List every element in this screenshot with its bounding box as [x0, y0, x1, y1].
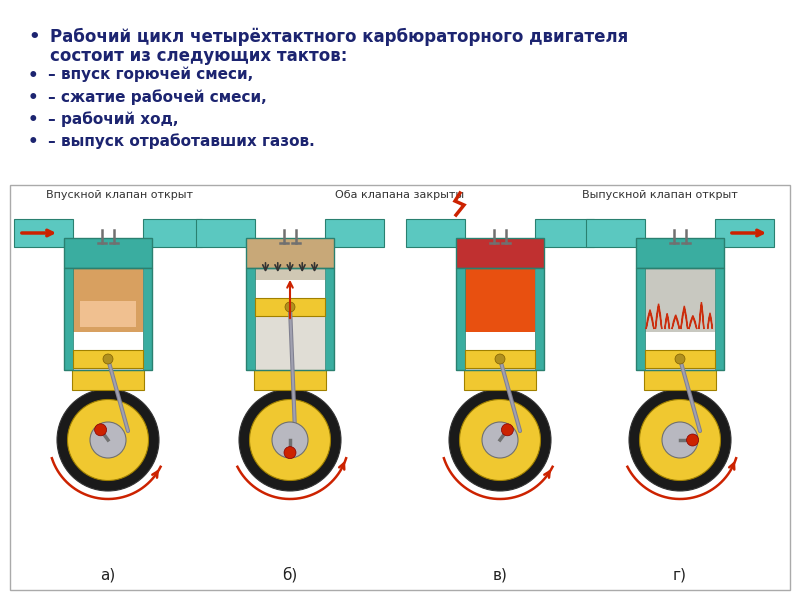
FancyBboxPatch shape	[196, 219, 255, 247]
FancyBboxPatch shape	[456, 268, 465, 370]
Circle shape	[662, 422, 698, 458]
Circle shape	[502, 424, 514, 436]
Circle shape	[250, 400, 330, 481]
Text: Впускной клапан открыт: Впускной клапан открыт	[46, 190, 194, 200]
Text: •: •	[28, 67, 38, 85]
Text: – выпуск отработавших газов.: – выпуск отработавших газов.	[48, 133, 314, 149]
FancyBboxPatch shape	[73, 350, 143, 368]
Circle shape	[94, 424, 106, 436]
Text: – сжатие рабочей смеси,: – сжатие рабочей смеси,	[48, 89, 266, 105]
Text: Рабочий цикл четырёхтактного карбюраторного двигателя: Рабочий цикл четырёхтактного карбюраторн…	[50, 28, 628, 46]
Circle shape	[686, 434, 698, 446]
Text: •: •	[28, 28, 40, 46]
FancyBboxPatch shape	[246, 238, 334, 268]
Text: – впуск горючей смеси,: – впуск горючей смеси,	[48, 67, 254, 82]
FancyBboxPatch shape	[644, 370, 716, 390]
FancyBboxPatch shape	[80, 301, 136, 327]
Circle shape	[482, 422, 518, 458]
FancyBboxPatch shape	[143, 268, 152, 370]
FancyBboxPatch shape	[64, 238, 152, 268]
FancyBboxPatch shape	[73, 350, 143, 370]
FancyBboxPatch shape	[64, 268, 73, 370]
Text: •: •	[28, 89, 38, 107]
FancyBboxPatch shape	[645, 350, 715, 370]
Circle shape	[449, 389, 551, 491]
Bar	[10, 185, 790, 590]
FancyBboxPatch shape	[456, 238, 544, 268]
FancyBboxPatch shape	[325, 268, 334, 370]
Circle shape	[57, 389, 159, 491]
FancyBboxPatch shape	[254, 370, 326, 390]
FancyBboxPatch shape	[73, 268, 143, 332]
FancyBboxPatch shape	[72, 370, 144, 390]
FancyBboxPatch shape	[143, 219, 202, 247]
Polygon shape	[681, 306, 688, 329]
Circle shape	[459, 400, 541, 481]
Polygon shape	[708, 313, 712, 329]
FancyBboxPatch shape	[645, 268, 715, 332]
FancyBboxPatch shape	[465, 350, 535, 370]
Polygon shape	[699, 302, 704, 329]
Text: состоит из следующих тактов:: состоит из следующих тактов:	[50, 47, 347, 65]
Circle shape	[675, 354, 685, 364]
Text: Оба клапана закрыты: Оба клапана закрыты	[335, 190, 465, 200]
Text: Выпускной клапан открыт: Выпускной клапан открыт	[582, 190, 738, 200]
Text: •: •	[28, 111, 38, 129]
FancyBboxPatch shape	[246, 268, 255, 370]
Text: б): б)	[282, 566, 298, 582]
FancyBboxPatch shape	[465, 350, 535, 368]
Polygon shape	[665, 313, 670, 329]
Circle shape	[495, 354, 505, 364]
Circle shape	[284, 446, 296, 458]
FancyBboxPatch shape	[586, 219, 645, 247]
Polygon shape	[655, 304, 662, 329]
FancyBboxPatch shape	[715, 219, 774, 247]
Text: – рабочий ход,: – рабочий ход,	[48, 111, 178, 127]
Polygon shape	[672, 315, 679, 329]
FancyBboxPatch shape	[715, 268, 724, 370]
FancyBboxPatch shape	[465, 268, 535, 332]
Text: •: •	[28, 133, 38, 151]
Circle shape	[285, 302, 295, 312]
Text: а): а)	[100, 567, 116, 582]
FancyBboxPatch shape	[255, 298, 325, 316]
Circle shape	[67, 400, 149, 481]
Circle shape	[629, 389, 731, 491]
FancyBboxPatch shape	[255, 268, 325, 280]
Circle shape	[272, 422, 308, 458]
FancyBboxPatch shape	[535, 219, 594, 247]
FancyBboxPatch shape	[255, 298, 325, 370]
FancyBboxPatch shape	[325, 219, 384, 247]
Polygon shape	[646, 310, 654, 329]
Text: г): г)	[673, 567, 687, 582]
FancyBboxPatch shape	[645, 350, 715, 368]
Circle shape	[239, 389, 341, 491]
Circle shape	[639, 400, 721, 481]
FancyBboxPatch shape	[406, 219, 465, 247]
FancyBboxPatch shape	[535, 268, 544, 370]
Text: в): в)	[493, 567, 507, 582]
Circle shape	[103, 354, 113, 364]
Circle shape	[90, 422, 126, 458]
FancyBboxPatch shape	[636, 268, 645, 370]
Polygon shape	[689, 316, 697, 329]
FancyBboxPatch shape	[636, 238, 724, 268]
FancyBboxPatch shape	[464, 370, 536, 390]
FancyBboxPatch shape	[14, 219, 73, 247]
